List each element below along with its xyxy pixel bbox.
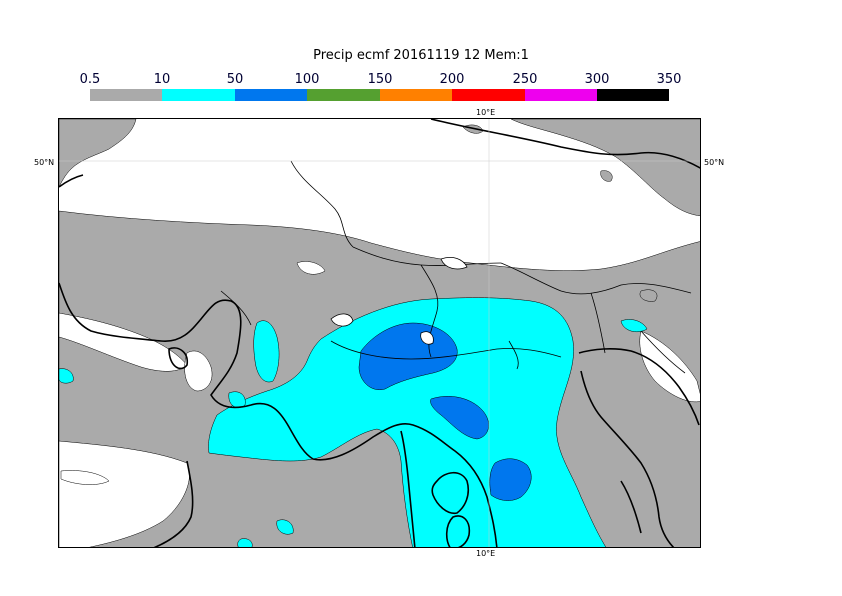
legend-label: 10 bbox=[153, 72, 171, 87]
legend-swatch-250-300 bbox=[525, 89, 597, 101]
inner-borders bbox=[160, 130, 662, 254]
lat-label-left: 50°N bbox=[34, 158, 55, 167]
legend-label: 100 bbox=[294, 72, 320, 87]
legend-swatch-150-200 bbox=[380, 89, 452, 101]
legend-label: 250 bbox=[512, 72, 538, 87]
lakes bbox=[330, 257, 468, 345]
legend-swatch-200-250 bbox=[452, 89, 525, 101]
legend-swatch-10-50 bbox=[162, 89, 235, 101]
lon-label-bottom: 10°E bbox=[476, 549, 496, 558]
legend-label: 200 bbox=[439, 72, 465, 87]
lon-label-top: 10°E bbox=[476, 108, 496, 117]
graticule bbox=[59, 119, 700, 547]
precip-map bbox=[58, 118, 701, 548]
legend-label: 350 bbox=[656, 72, 682, 87]
legend-label: 0.5 bbox=[79, 72, 101, 87]
coastlines bbox=[59, 119, 700, 547]
legend-swatch-50-100 bbox=[235, 89, 307, 101]
legend-label: 150 bbox=[367, 72, 393, 87]
legend-label: 50 bbox=[226, 72, 244, 87]
legend-swatch-0.5-10 bbox=[90, 89, 162, 101]
lat-label-right: 50°N bbox=[704, 158, 725, 167]
legend-swatch-100-150 bbox=[307, 89, 380, 101]
legend-swatch-300-350 bbox=[597, 89, 669, 101]
legend-label: 300 bbox=[584, 72, 610, 87]
chart-title: Precip ecmf 20161119 12 Mem:1 bbox=[313, 48, 529, 63]
map-canvas bbox=[59, 119, 700, 547]
dry-areas bbox=[59, 261, 700, 547]
